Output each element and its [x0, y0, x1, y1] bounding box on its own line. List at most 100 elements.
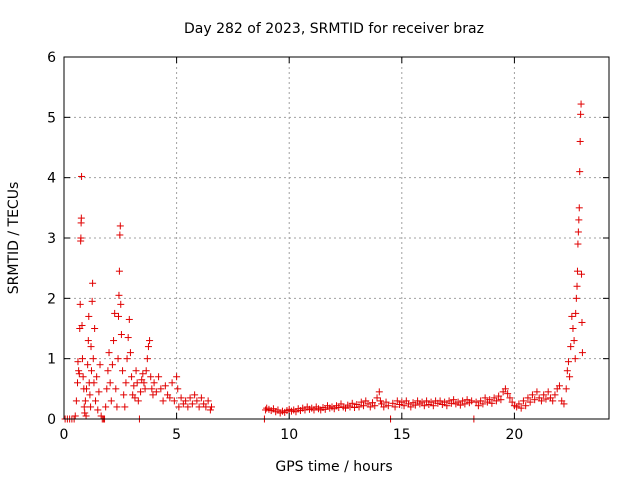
- data-point: [134, 397, 142, 405]
- data-point: [188, 400, 196, 408]
- data-point: [335, 404, 343, 412]
- data-point: [116, 222, 124, 230]
- data-point: [321, 405, 329, 413]
- data-point: [542, 395, 550, 403]
- data-point: [373, 394, 381, 402]
- data-point: [575, 216, 583, 224]
- data-point: [77, 214, 85, 222]
- data-point: [495, 392, 503, 400]
- data-point: [429, 402, 437, 410]
- data-point: [116, 231, 124, 239]
- data-point: [140, 379, 148, 387]
- data-point: [105, 349, 113, 357]
- data-point: [447, 399, 455, 407]
- data-point: [91, 325, 99, 332]
- y-tick-label: 1: [47, 352, 56, 368]
- data-point: [78, 321, 86, 329]
- data-point: [481, 394, 489, 402]
- data-point: [524, 394, 532, 402]
- data-point: [566, 373, 574, 381]
- data-point: [96, 361, 104, 369]
- data-point: [84, 337, 92, 345]
- data-point: [573, 267, 581, 275]
- data-point: [89, 355, 97, 363]
- data-point: [407, 403, 415, 411]
- data-point: [74, 358, 82, 366]
- data-point: [182, 397, 190, 405]
- data-point: [262, 406, 270, 414]
- data-point: [166, 394, 174, 402]
- data-point: [81, 397, 89, 405]
- data-point: [161, 382, 169, 390]
- data-point: [106, 379, 114, 387]
- data-point: [360, 402, 368, 410]
- data-point: [540, 391, 548, 399]
- data-point: [549, 397, 557, 405]
- data-point: [411, 401, 419, 409]
- data-point: [441, 398, 449, 406]
- data-point: [83, 385, 91, 393]
- data-point: [87, 343, 95, 351]
- data-point: [578, 270, 586, 278]
- data-point: [443, 402, 451, 410]
- data-point: [146, 337, 154, 345]
- data-point: [92, 397, 100, 405]
- data-point: [208, 403, 216, 411]
- data-point: [81, 409, 89, 417]
- grid: [64, 57, 609, 419]
- data-point: [144, 343, 152, 351]
- data-point: [86, 391, 94, 399]
- y-tick-label: 2: [47, 291, 56, 307]
- data-point: [522, 402, 530, 410]
- data-point: [576, 137, 584, 145]
- data-point: [570, 337, 578, 345]
- data-point: [125, 315, 133, 323]
- data-point: [472, 398, 480, 406]
- data-point: [77, 234, 85, 242]
- data-point: [72, 397, 80, 405]
- data-point: [517, 404, 525, 412]
- data-point: [398, 398, 406, 406]
- data-point: [486, 396, 494, 404]
- data-point: [177, 394, 185, 402]
- data-point: [564, 358, 572, 366]
- axis-ticks: 0 5 10 15 20 0 1 2 3 4 5 6: [47, 50, 609, 443]
- data-point: [391, 403, 399, 411]
- y-tick-label: 4: [47, 171, 56, 187]
- data-point: [133, 379, 141, 387]
- data-point: [174, 385, 182, 393]
- x-tick-label: 5: [172, 427, 181, 443]
- data-point: [80, 403, 88, 411]
- data-point: [572, 309, 580, 317]
- data-point: [497, 396, 505, 404]
- y-tick-label: 3: [47, 231, 56, 247]
- data-point: [131, 394, 139, 402]
- data-point: [195, 403, 203, 411]
- data-point: [103, 385, 111, 393]
- data-point: [544, 388, 552, 396]
- data-point: [85, 312, 93, 320]
- data-point: [143, 355, 151, 363]
- y-tick-label: 0: [47, 412, 56, 428]
- data-point: [400, 402, 408, 410]
- data-point: [82, 412, 90, 420]
- data-point: [107, 397, 115, 405]
- data-point: [74, 379, 82, 387]
- data-point: [537, 397, 545, 405]
- data-point: [560, 400, 568, 408]
- data-point: [78, 172, 86, 180]
- data-point: [450, 396, 458, 404]
- data-point: [563, 367, 571, 375]
- data-point: [75, 370, 83, 378]
- data-point: [193, 397, 201, 405]
- data-point: [186, 394, 194, 402]
- data-point: [79, 373, 87, 381]
- data-point: [123, 355, 131, 363]
- y-tick-label: 5: [47, 110, 56, 126]
- y-axis-label: SRMTID / TECUs: [6, 182, 22, 295]
- data-point: [474, 402, 482, 410]
- data-point: [155, 373, 163, 381]
- data-point: [117, 300, 125, 308]
- data-point: [114, 355, 122, 363]
